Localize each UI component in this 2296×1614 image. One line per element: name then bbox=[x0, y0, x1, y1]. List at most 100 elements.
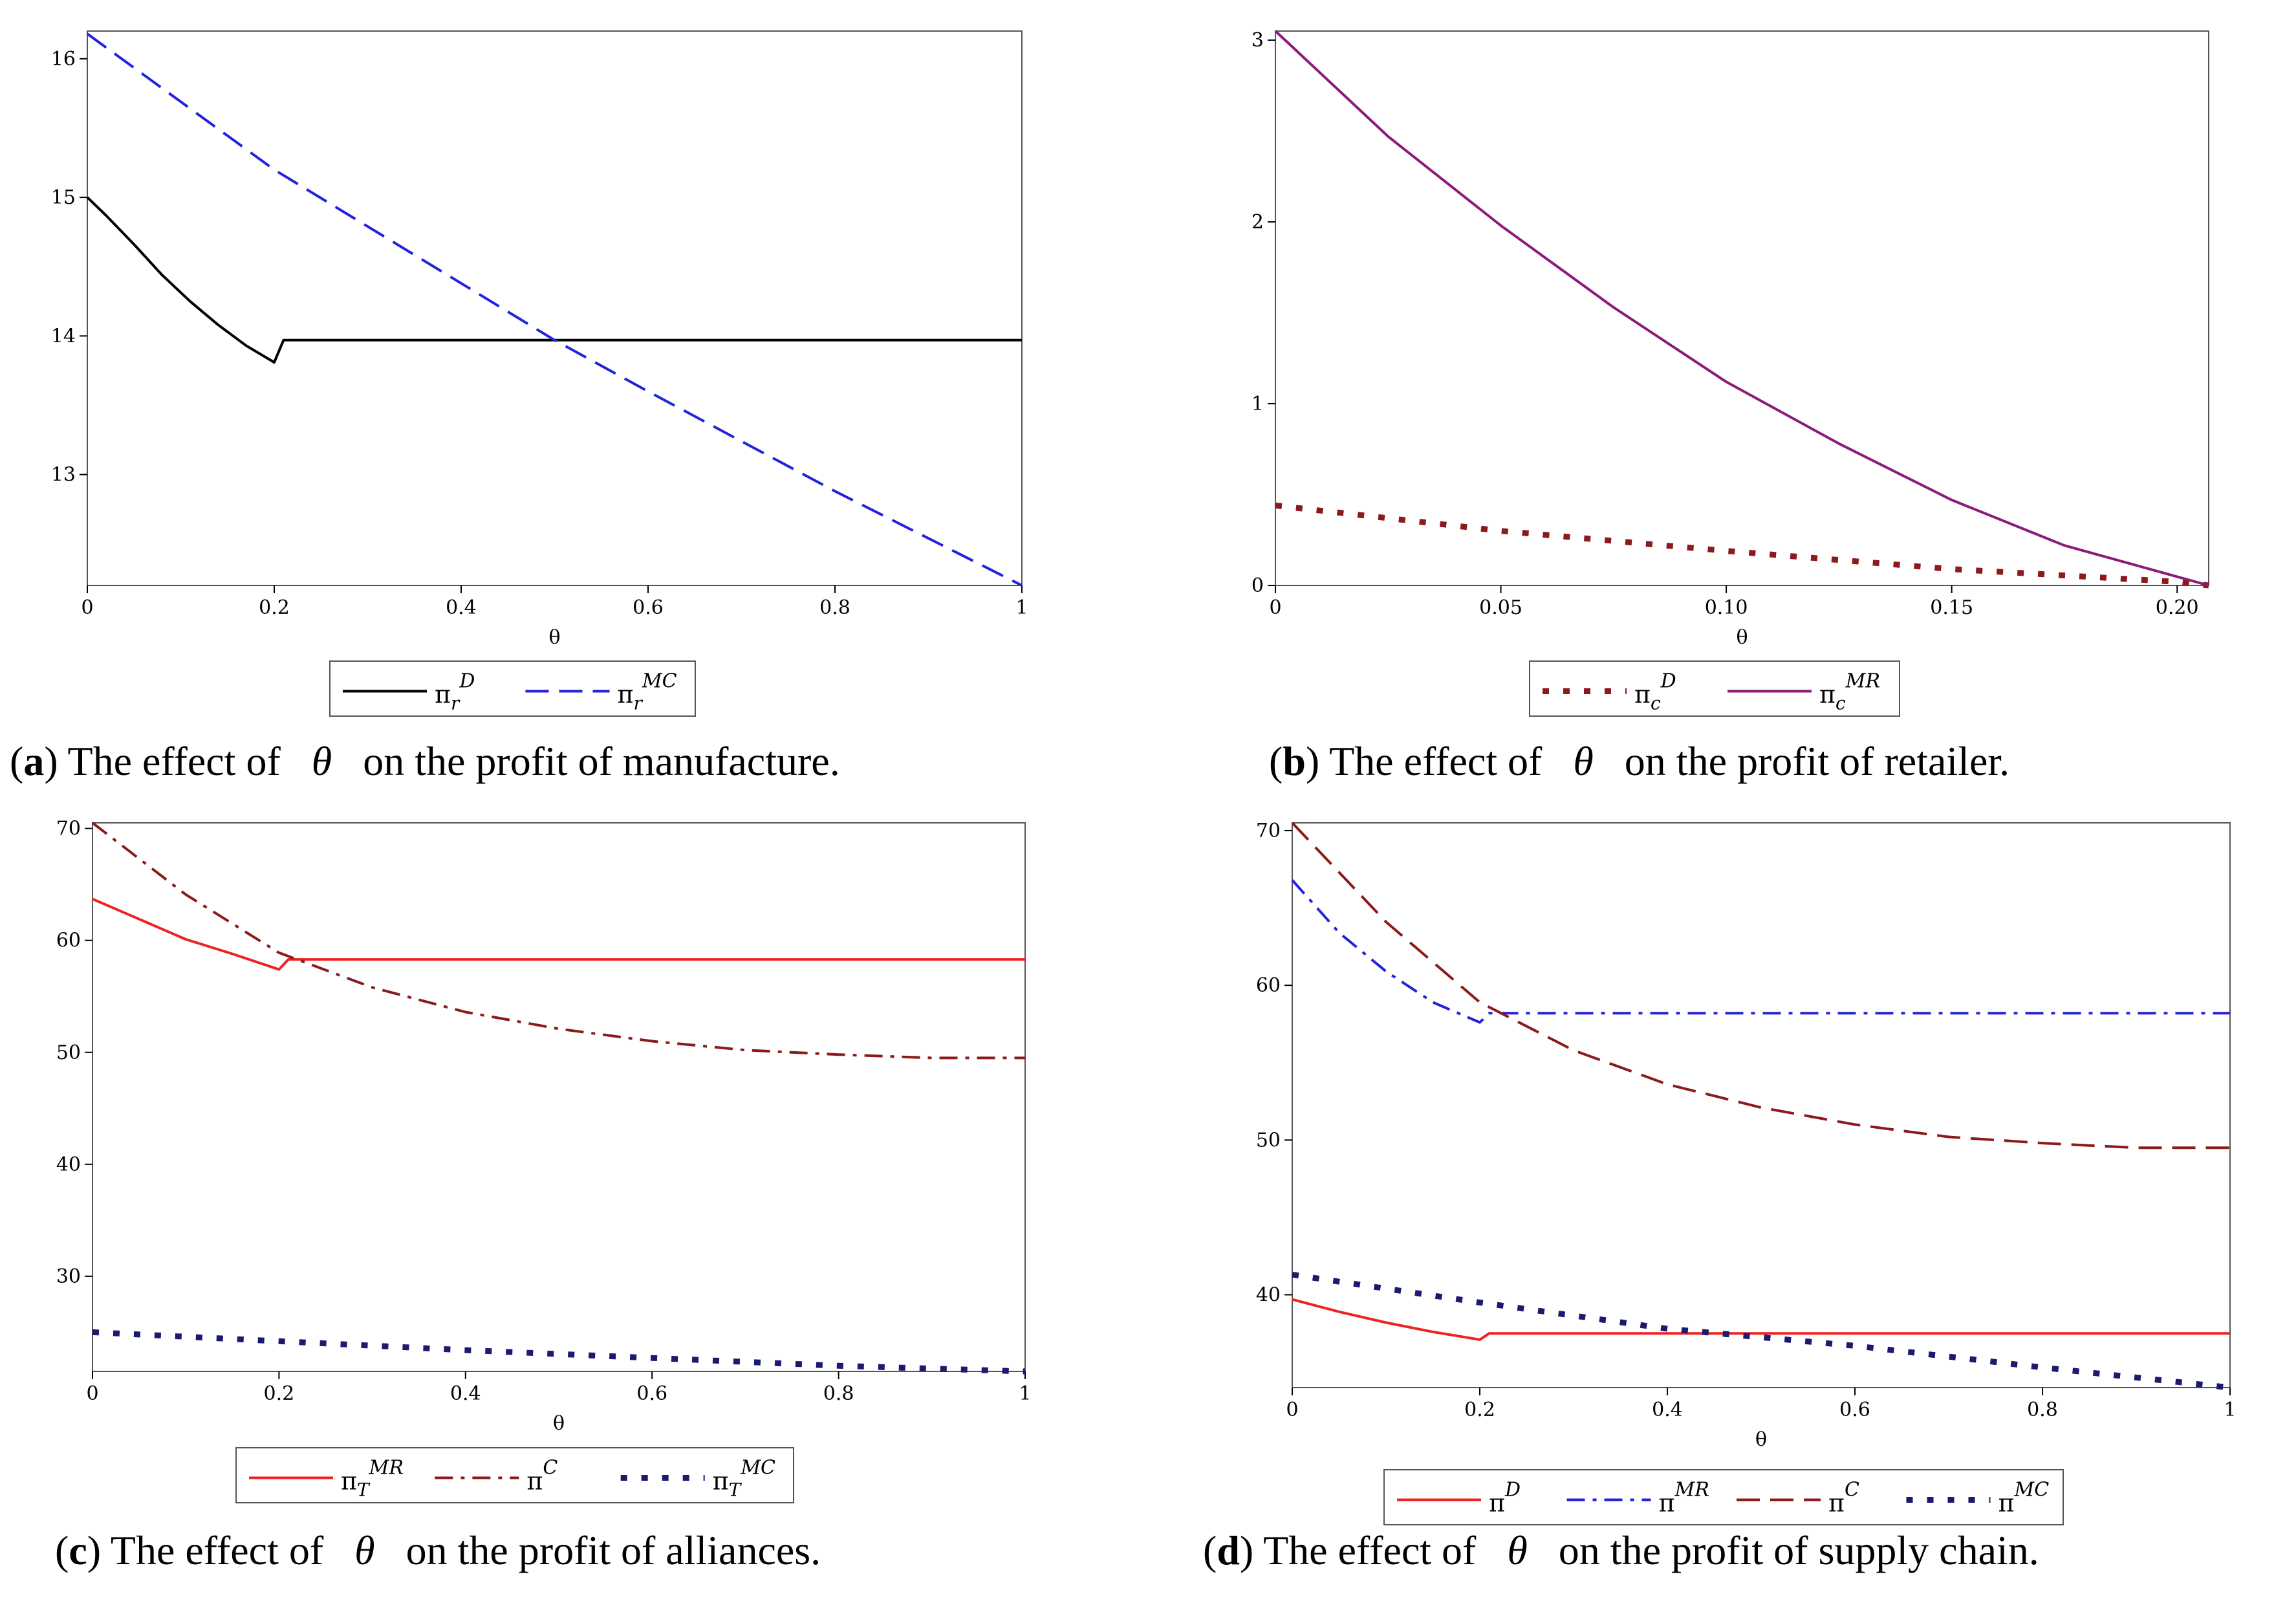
x-axis-label: θ bbox=[553, 1412, 565, 1435]
chart-2: 0 0.05 0.10 0.15 0.20 0 1 2 3 θ πcD πcMR bbox=[1251, 29, 2209, 717]
x-tick-label: 0.2 bbox=[1464, 1399, 1495, 1421]
legend-label: πC bbox=[1828, 1479, 1859, 1518]
x-tick-label: 0.05 bbox=[1479, 596, 1522, 619]
x-tick-label: 0 bbox=[1286, 1399, 1298, 1421]
legend: πTMR πC πTMC bbox=[235, 1447, 794, 1503]
x-tick-label: 0.8 bbox=[819, 596, 850, 619]
plot-frame bbox=[1292, 822, 2231, 1388]
y-tick-label: 0 bbox=[1251, 574, 1264, 597]
legend-label: πTMR bbox=[341, 1457, 404, 1501]
x-axis-label: θ bbox=[1755, 1428, 1767, 1451]
legend-label: πMR bbox=[1659, 1479, 1709, 1518]
x-tick-label: 1 bbox=[1019, 1382, 1031, 1405]
caption-b: (b) The effect of θ on the profit of ret… bbox=[1269, 738, 2010, 784]
x-tick-label: 0 bbox=[1269, 596, 1281, 619]
plot-frame bbox=[92, 822, 1026, 1372]
plot-frame bbox=[1275, 30, 2209, 586]
y-tick-label: 60 bbox=[56, 930, 81, 952]
legend-box bbox=[1383, 1469, 2064, 1525]
legend: πrD πrMC bbox=[329, 660, 696, 717]
series-line-2 bbox=[1274, 30, 2209, 587]
y-tick-label: 13 bbox=[51, 464, 76, 486]
x-tick-label: 1 bbox=[1015, 596, 1028, 619]
legend-label: πcD bbox=[1634, 670, 1676, 714]
series-line-2 bbox=[1291, 879, 2230, 1024]
caption-text: ) The effect of bbox=[44, 738, 312, 784]
x-tick-label: 0 bbox=[86, 1382, 98, 1405]
x-tick-label: 0.6 bbox=[633, 596, 664, 619]
chart-4: 0 0.2 0.4 0.6 0.8 1 40 50 60 70 θ πD πMR πC πMC bbox=[1256, 820, 2236, 1525]
y-tick-label: 60 bbox=[1256, 974, 1281, 997]
x-tick-label: 0.10 bbox=[1705, 596, 1748, 619]
caption-text: on the profit of alliances. bbox=[374, 1527, 821, 1573]
caption-text: on the profit of retailer. bbox=[1593, 738, 2010, 784]
y-tick-label: 70 bbox=[56, 818, 81, 840]
series-line-4 bbox=[1292, 1271, 2231, 1391]
y-tick-label: 30 bbox=[56, 1265, 81, 1288]
legend-label: πC bbox=[526, 1457, 558, 1496]
x-axis-label: θ bbox=[548, 626, 560, 649]
caption-text: ) The effect of bbox=[87, 1527, 355, 1573]
series-line-3 bbox=[1291, 822, 2230, 1150]
series-line-1 bbox=[1275, 502, 2209, 589]
x-tick-label: 0.20 bbox=[2156, 596, 2199, 619]
chart-3: 0 0.2 0.4 0.6 0.8 1 30 40 50 60 70 θ πTMR πC πTMC bbox=[56, 818, 1032, 1503]
x-tick-label: 0.6 bbox=[636, 1382, 667, 1405]
series-line-1 bbox=[92, 897, 1025, 971]
legend-label: πMC bbox=[1998, 1479, 2050, 1518]
chart-1: 0 0.2 0.4 0.6 0.8 1 13 14 15 16 θ πrD πrMC bbox=[51, 30, 1028, 717]
legend: πD πMR πC πMC bbox=[1383, 1469, 2064, 1525]
x-tick-label: 0.4 bbox=[450, 1382, 481, 1405]
plot-frame bbox=[87, 30, 1023, 586]
x-tick-label: 0.8 bbox=[823, 1382, 854, 1405]
y-tick-label: 3 bbox=[1251, 29, 1264, 52]
x-tick-label: 0.4 bbox=[446, 596, 477, 619]
caption-text: on the profit of supply chain. bbox=[1527, 1527, 2039, 1573]
y-tick-label: 40 bbox=[56, 1153, 81, 1176]
x-tick-label: 0.4 bbox=[1652, 1399, 1683, 1421]
caption-text: ) The effect of bbox=[1239, 1527, 1508, 1573]
caption-symbol: θ bbox=[311, 738, 332, 784]
y-tick-label: 14 bbox=[51, 325, 76, 347]
y-tick-label: 70 bbox=[1256, 820, 1281, 842]
series-line-3 bbox=[92, 1329, 1026, 1375]
caption-letter: a bbox=[23, 738, 45, 784]
y-tick-label: 15 bbox=[51, 186, 76, 209]
legend-label: πTMC bbox=[713, 1457, 775, 1501]
caption-d: (d) The effect of θ on the profit of sup… bbox=[1203, 1527, 2039, 1573]
series-line-1 bbox=[86, 196, 1022, 364]
legend-box bbox=[235, 1447, 794, 1503]
x-tick-label: 0.2 bbox=[264, 1382, 295, 1405]
y-tick-label: 16 bbox=[51, 48, 76, 71]
caption-c: (c) The effect of θ on the profit of all… bbox=[55, 1527, 821, 1573]
caption-text: on the profit of manufacture. bbox=[332, 738, 840, 784]
caption-letter: d bbox=[1217, 1527, 1240, 1573]
series-line-1 bbox=[1292, 1298, 2230, 1341]
y-tick-label: 40 bbox=[1256, 1283, 1281, 1306]
series-line-2 bbox=[86, 32, 1023, 587]
series-line-2 bbox=[91, 822, 1025, 1060]
legend-box bbox=[1529, 660, 1900, 717]
legend: πcD πcMR bbox=[1529, 660, 1900, 717]
caption-symbol: θ bbox=[1573, 738, 1594, 784]
y-tick-label: 2 bbox=[1251, 211, 1264, 234]
x-tick-label: 1 bbox=[2224, 1399, 2236, 1421]
y-tick-label: 50 bbox=[1256, 1129, 1281, 1151]
x-tick-label: 0.6 bbox=[1839, 1399, 1870, 1421]
caption-symbol: θ bbox=[354, 1527, 375, 1573]
x-tick-label: 0.8 bbox=[2027, 1399, 2058, 1421]
caption-letter: b bbox=[1283, 738, 1306, 784]
x-tick-label: 0.2 bbox=[259, 596, 290, 619]
caption-text: ) The effect of bbox=[1305, 738, 1574, 784]
legend-label: πrMC bbox=[618, 670, 677, 714]
x-tick-label: 0.15 bbox=[1930, 596, 1973, 619]
y-tick-label: 50 bbox=[56, 1041, 81, 1064]
legend-label: πD bbox=[1489, 1479, 1521, 1518]
x-axis-label: θ bbox=[1736, 626, 1748, 649]
caption-symbol: θ bbox=[1507, 1527, 1528, 1573]
caption-a: (a) The effect of θ on the profit of man… bbox=[10, 738, 840, 784]
y-tick-label: 1 bbox=[1251, 393, 1264, 415]
legend-label: πrD bbox=[435, 670, 475, 714]
legend-label: πcMR bbox=[1819, 670, 1880, 714]
